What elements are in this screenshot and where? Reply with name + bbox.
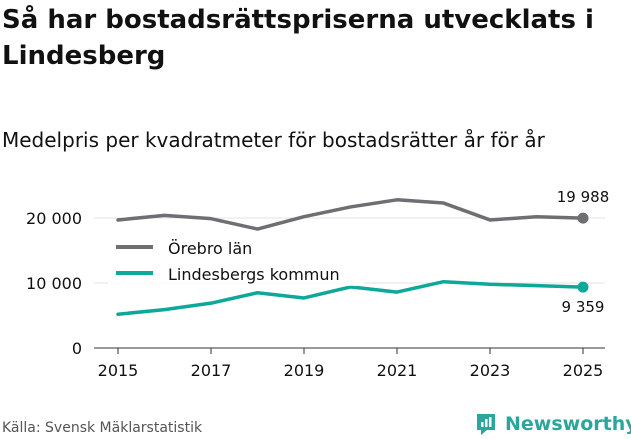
chart-title: Så har bostadsrättspriserna utvecklats i… <box>2 5 594 71</box>
legend-background <box>108 236 364 286</box>
x-tick-label: 2017 <box>191 361 232 380</box>
legend-label-lindesberg: Lindesbergs kommun <box>168 265 340 284</box>
x-tick-label: 2015 <box>98 361 139 380</box>
series-line-lindesberg <box>116 279 585 316</box>
x-tick-label: 2025 <box>563 361 604 380</box>
x-tick-label: 2019 <box>284 361 325 380</box>
end-labels: 19 988 9 359 <box>557 188 610 316</box>
legend-label-orebro: Örebro län <box>168 239 252 258</box>
end-point-lindesberg <box>577 281 589 293</box>
y-tick-label: 10 000 <box>26 274 82 293</box>
series-line-orebro <box>116 198 585 231</box>
y-tick-label: 20 000 <box>26 209 82 228</box>
brand-logo: Newsworthy <box>475 409 631 439</box>
series-lines <box>116 198 589 316</box>
y-axis: 0 10 000 20 000 <box>26 209 82 358</box>
x-axis: 2015 2017 2019 2021 2023 2025 <box>94 347 605 380</box>
chart-subtitle: Medelpris per kvadratmeter för bostadsrä… <box>2 128 545 152</box>
end-label-lindesberg: 9 359 <box>562 298 605 316</box>
y-tick-label: 0 <box>72 339 82 358</box>
x-tick-label: 2023 <box>470 361 511 380</box>
end-point-orebro <box>577 212 589 224</box>
legend: Örebro län Lindesbergs kommun <box>108 236 364 286</box>
source-note: Källa: Svensk Mäklarstatistik <box>2 420 203 436</box>
end-label-orebro: 19 988 <box>557 188 610 206</box>
x-tick-label: 2021 <box>377 361 418 380</box>
brand-name: Newsworthy <box>505 413 631 435</box>
newsworthy-logo-icon <box>477 414 495 435</box>
